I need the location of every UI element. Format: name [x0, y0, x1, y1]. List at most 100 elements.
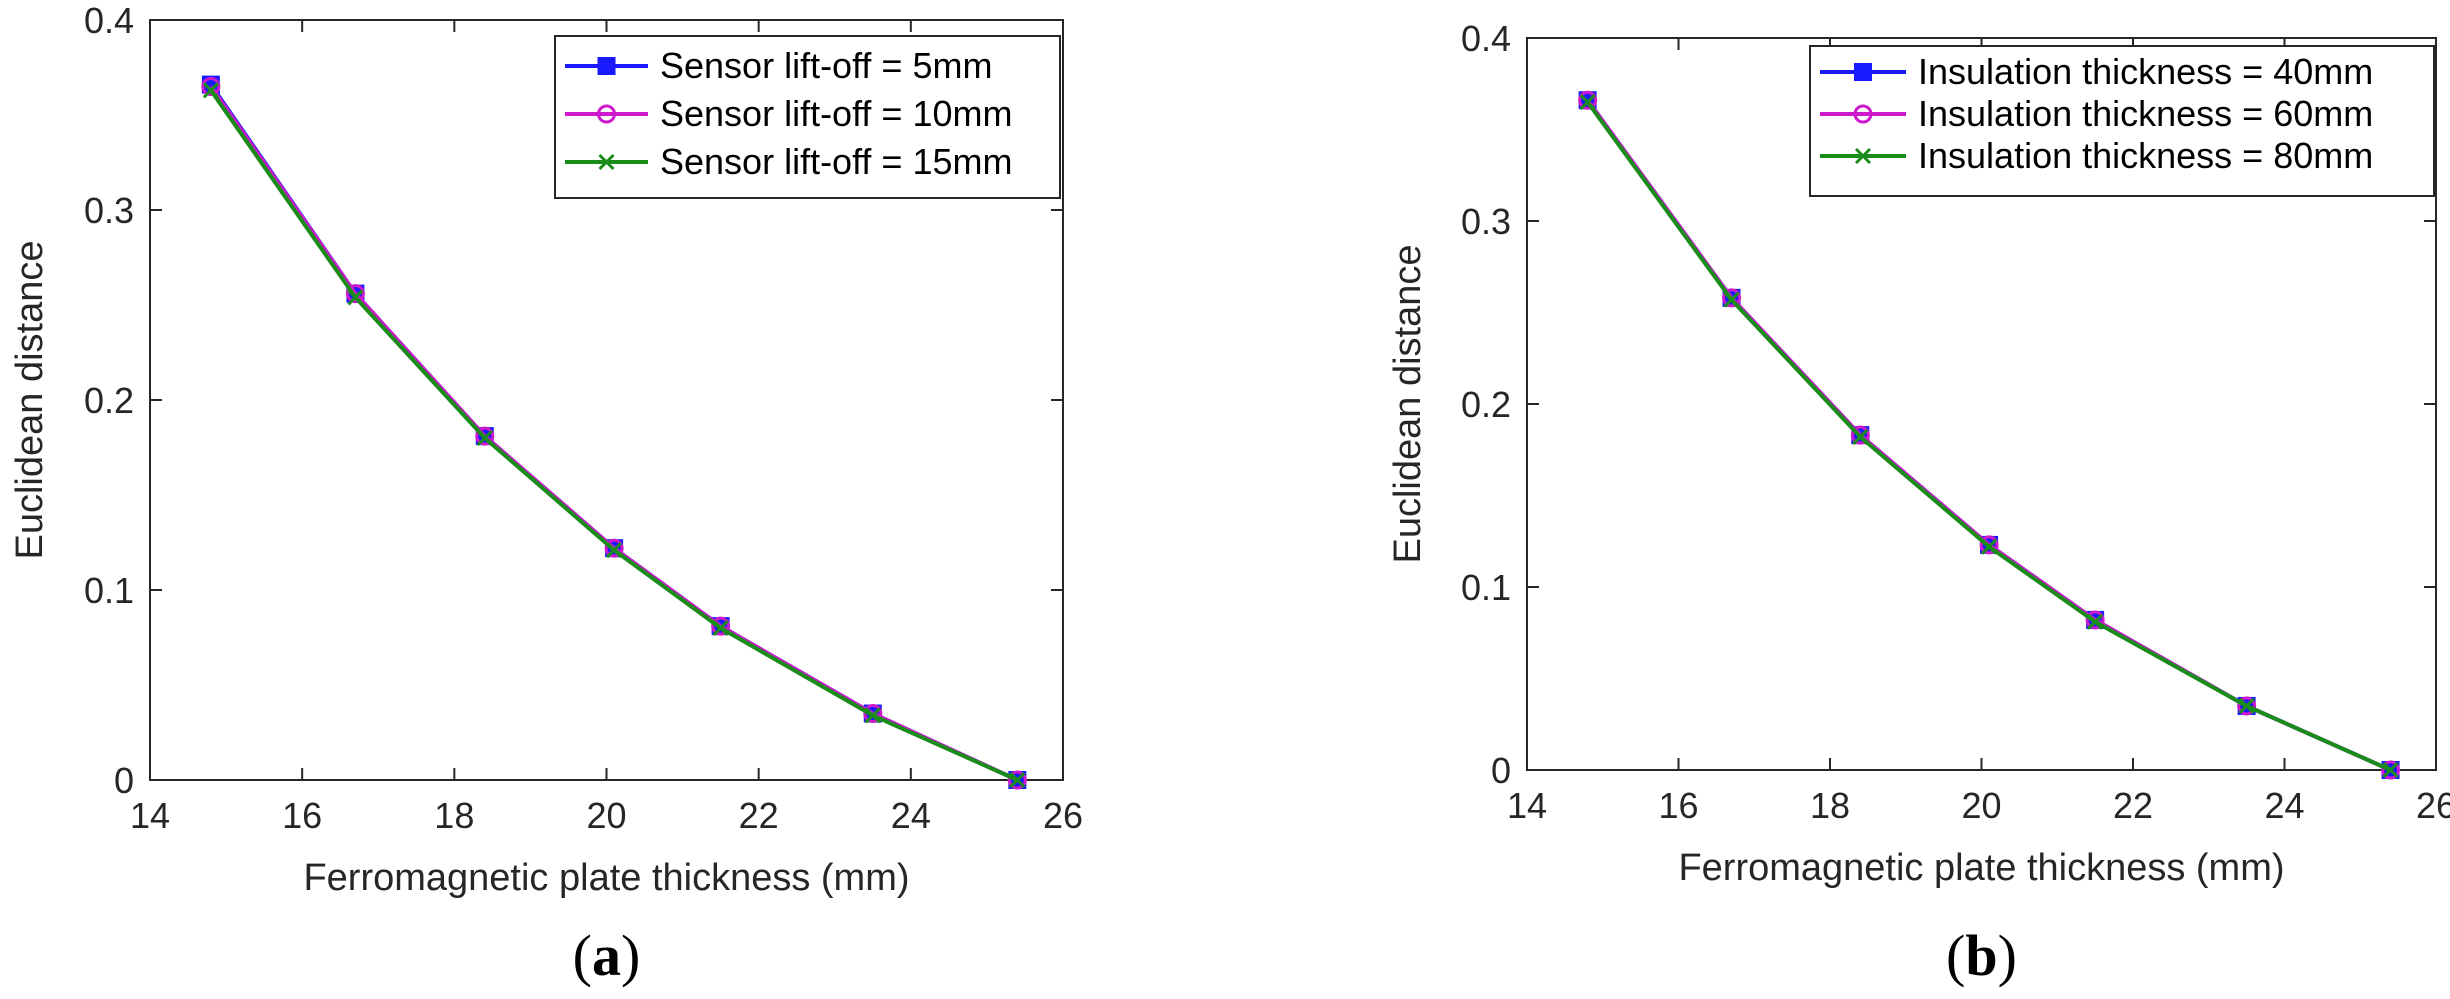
- y-tick-label: 0.3: [84, 190, 134, 231]
- legend-label: Insulation thickness = 80mm: [1918, 135, 2373, 176]
- x-tick-label: 14: [1507, 785, 1547, 826]
- caption-paren-close: ): [1998, 923, 2017, 988]
- y-tick-label: 0.4: [84, 0, 134, 41]
- legend-swatch-marker: [1853, 104, 1873, 124]
- legend-entry: Sensor lift-off = 10mm: [565, 93, 1012, 134]
- data-point: [2237, 696, 2257, 716]
- y-tick-label: 0: [114, 760, 134, 801]
- caption-paren-open: (: [1946, 923, 1965, 988]
- y-tick-label: 0.3: [1461, 201, 1511, 242]
- data-point: [1579, 93, 1596, 111]
- x-marker-stroke: [712, 619, 729, 637]
- legend-entry: Sensor lift-off = 5mm: [565, 45, 992, 86]
- legend-label: Insulation thickness = 40mm: [1918, 51, 2373, 92]
- y-tick-label: 0.2: [84, 380, 134, 421]
- x-marker-stroke: [2382, 761, 2399, 779]
- panel-caption: (a): [573, 923, 641, 988]
- data-point: [1723, 291, 1740, 308]
- data-point: [345, 284, 365, 304]
- y-tick-label: 0.4: [1461, 18, 1511, 59]
- data-point: [2238, 697, 2255, 715]
- x-tick-label: 20: [1961, 785, 2001, 826]
- x-marker-stroke: [2087, 613, 2104, 630]
- data-point: [1850, 425, 1870, 445]
- x-tick-label: 16: [282, 795, 322, 836]
- legend-label: Insulation thickness = 60mm: [1918, 93, 2373, 134]
- y-tick-label: 0.1: [84, 570, 134, 611]
- x-tick-label: 18: [1810, 785, 1850, 826]
- legend-swatch-marker: [597, 57, 616, 75]
- data-point: [604, 538, 624, 558]
- chart-panel-a: 14 16 18 20 22 24 26 0 0.1 0.2 0.3 0.4 Ferromagnetic…: [9, 0, 1083, 988]
- x-marker-stroke: [347, 289, 364, 306]
- x-tick-label: 20: [586, 795, 626, 836]
- x-marker-stroke: [1854, 147, 1872, 165]
- legend-entry: Insulation thickness = 40mm: [1820, 51, 2373, 92]
- x-tick-label: 14: [130, 795, 170, 836]
- data-point: [606, 542, 623, 559]
- data-point: [475, 426, 495, 446]
- y-axis-label: Euclidean distance: [9, 241, 51, 560]
- y-tick-label: 0.1: [1461, 567, 1511, 608]
- chart-panel-b: 14 16 18 20 22 24 26 0 0.1 0.2 0.3 0.4 Ferromagnetic…: [1387, 18, 2450, 988]
- data-point: [2085, 610, 2105, 630]
- caption-letter: b: [1965, 923, 1997, 988]
- legend-box: [554, 35, 1061, 199]
- legend-entry: Sensor lift-off = 15mm: [565, 141, 1012, 182]
- caption-paren-close: ): [621, 923, 640, 988]
- x-marker-stroke: [2238, 697, 2255, 715]
- x-marker-stroke: [202, 82, 219, 99]
- data-point: [1722, 288, 1742, 308]
- data-point: [1979, 535, 1999, 555]
- data-point: [711, 616, 731, 636]
- data-point: [202, 82, 219, 99]
- x-tick-label: 22: [2113, 785, 2153, 826]
- x-tick-label: 16: [1658, 785, 1698, 826]
- caption-paren-open: (: [573, 923, 592, 988]
- legend-swatch-marker: [598, 153, 615, 171]
- legend: Sensor lift-off = 5mm Sensor lift-off = 1…: [554, 35, 1061, 199]
- legend-box: [1809, 45, 2435, 197]
- series-3: [1579, 93, 2399, 779]
- x-tick-label: 26: [2416, 785, 2450, 826]
- x-marker-stroke: [864, 707, 881, 724]
- x-tick-label: 24: [2264, 785, 2304, 826]
- y-tick-label: 0: [1491, 750, 1511, 791]
- x-axis-label: Ferromagnetic plate thickness (mm): [1678, 847, 2284, 889]
- legend-label: Sensor lift-off = 10mm: [660, 93, 1012, 134]
- x-marker-stroke: [1852, 428, 1869, 446]
- legend-label: Sensor lift-off = 15mm: [660, 141, 1012, 182]
- x-axis-label: Ferromagnetic plate thickness (mm): [303, 857, 909, 899]
- data-point: [347, 289, 364, 306]
- legend-entry: Insulation thickness = 80mm: [1820, 135, 2373, 176]
- x-tick-label: 24: [891, 795, 931, 836]
- data-point: [2382, 761, 2399, 779]
- x-tick-label: 22: [739, 795, 779, 836]
- data-point: [2087, 613, 2104, 630]
- caption-letter: a: [592, 923, 621, 988]
- x-marker-stroke: [476, 429, 493, 447]
- x-marker-stroke: [598, 153, 615, 171]
- x-marker-stroke: [606, 542, 623, 559]
- x-marker-stroke: [1579, 93, 1596, 111]
- data-point: [201, 77, 221, 96]
- x-marker-stroke: [1009, 771, 1026, 789]
- data-point: [1578, 90, 1598, 110]
- data-point: [476, 429, 493, 447]
- x-tick-label: 26: [1043, 795, 1083, 836]
- legend-swatch-marker: [1854, 63, 1872, 81]
- legend-label: Sensor lift-off = 5mm: [660, 45, 992, 86]
- data-point: [712, 619, 729, 637]
- x-tick-label: 18: [434, 795, 474, 836]
- x-marker-stroke: [1981, 538, 1998, 555]
- data-point: [864, 707, 881, 724]
- data-point: [1852, 428, 1869, 446]
- series-3: [202, 82, 1026, 789]
- data-point: [1981, 538, 1998, 555]
- data-point: [1007, 770, 1027, 790]
- data-point: [2381, 760, 2401, 780]
- x-marker-stroke: [1723, 291, 1740, 308]
- y-axis-label: Euclidean distance: [1387, 245, 1429, 564]
